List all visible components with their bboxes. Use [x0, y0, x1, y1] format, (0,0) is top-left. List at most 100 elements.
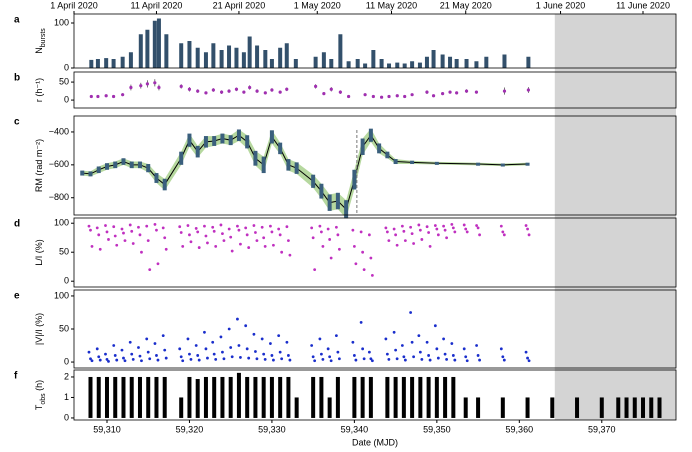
point [206, 356, 209, 360]
point [104, 352, 107, 356]
bar [525, 397, 530, 418]
point [247, 246, 251, 249]
bar [187, 41, 192, 68]
point [80, 170, 85, 176]
panel-frame [73, 115, 677, 216]
point [385, 352, 389, 356]
point [425, 90, 429, 94]
top-tick-label: 1 May 2020 [294, 0, 341, 10]
bar [120, 56, 125, 68]
point [140, 359, 143, 363]
bar [599, 397, 604, 418]
bar [286, 376, 291, 418]
point [394, 233, 398, 237]
point [311, 355, 315, 359]
point [107, 359, 110, 363]
point [526, 88, 530, 92]
point [310, 344, 314, 347]
point [120, 348, 124, 352]
point [248, 85, 252, 90]
point [336, 233, 340, 237]
point [186, 337, 190, 341]
x-axis-label: Date (MJD) [352, 437, 398, 447]
point [188, 233, 191, 237]
point [137, 225, 140, 229]
point [138, 354, 142, 358]
point [222, 357, 226, 361]
point [188, 352, 191, 356]
y-tick-label: 0 [64, 94, 69, 104]
bar [443, 376, 448, 418]
point [222, 239, 226, 243]
point [206, 241, 209, 245]
point [501, 230, 505, 234]
point [196, 230, 200, 234]
y-tick-label: 100 [54, 17, 69, 27]
point [370, 274, 374, 277]
point [527, 359, 531, 363]
point [163, 348, 167, 352]
bar [104, 376, 109, 418]
point [384, 337, 388, 341]
point [499, 224, 503, 228]
panel-label: d [14, 219, 20, 230]
point [285, 87, 289, 91]
point [412, 242, 416, 245]
point [277, 334, 281, 338]
point [155, 354, 158, 357]
point [436, 233, 440, 237]
point [140, 250, 143, 254]
bar [313, 56, 318, 68]
bar [401, 376, 406, 418]
point [502, 358, 506, 362]
point [156, 358, 160, 362]
bar [211, 43, 216, 68]
point [153, 342, 157, 345]
point [417, 334, 421, 338]
y-tick-label: 2 [64, 371, 69, 381]
point [211, 88, 215, 92]
point [420, 358, 424, 361]
bar [278, 47, 283, 68]
point [347, 94, 351, 99]
x-tick-label: 59,340 [341, 424, 369, 434]
point [434, 161, 439, 165]
point [157, 85, 161, 90]
point [130, 352, 134, 356]
bar [293, 59, 298, 68]
point [361, 347, 365, 351]
bar [245, 376, 250, 418]
point [255, 239, 259, 243]
y-tick-label: 1 [64, 392, 69, 402]
point [113, 354, 117, 357]
bar [234, 47, 239, 68]
point [475, 224, 478, 227]
point [465, 359, 469, 363]
point [255, 357, 259, 361]
point [354, 358, 358, 362]
point [137, 161, 142, 169]
point [187, 87, 192, 91]
point [263, 245, 267, 248]
bar [104, 58, 109, 68]
point [377, 143, 382, 154]
bar [448, 56, 453, 68]
point [239, 356, 242, 359]
bar [88, 376, 93, 418]
point [96, 166, 101, 174]
point [433, 224, 437, 227]
point [112, 225, 116, 229]
point [137, 346, 140, 349]
point [230, 249, 234, 253]
bar [203, 52, 208, 68]
point [425, 340, 429, 344]
point [252, 332, 256, 336]
point [475, 344, 478, 347]
point [197, 246, 201, 249]
point [95, 347, 99, 351]
point [280, 357, 284, 361]
panel-frame [73, 369, 677, 421]
panel: c RM (rad m⁻²) −400 −600 −800 [14, 115, 677, 219]
point [112, 344, 116, 347]
bar [152, 20, 157, 68]
